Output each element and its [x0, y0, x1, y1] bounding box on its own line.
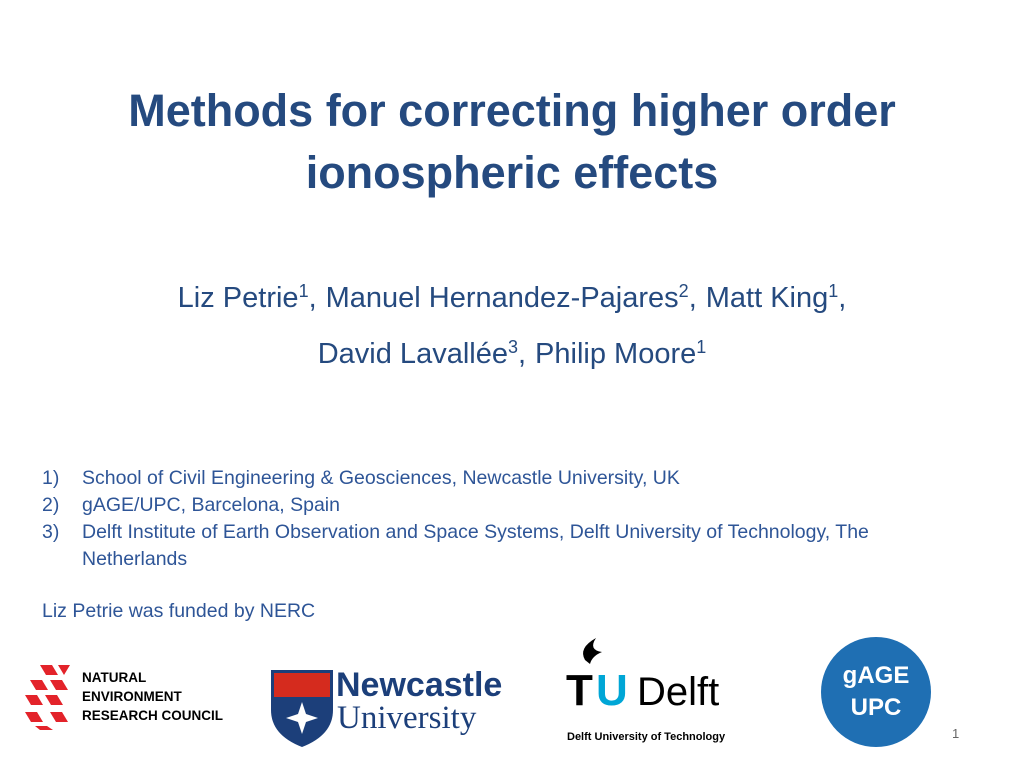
tu-letter: U: [596, 666, 628, 715]
author-name: Philip Moore: [535, 338, 697, 370]
author-name: David Lavallée: [317, 338, 508, 370]
gage-logo: gAGE UPC: [821, 637, 931, 747]
gage-text: UPC: [851, 694, 902, 721]
funding-note: Liz Petrie was funded by NERC: [42, 600, 316, 622]
affiliation-marker: 2): [42, 494, 60, 516]
separator: ,: [517, 338, 527, 370]
page-number: 1: [952, 726, 960, 741]
affiliation-ref: 3: [507, 337, 518, 357]
tudelft-logo: T U Delft Delft University of Technology: [566, 638, 726, 743]
author-line: Liz Petrie1, Manuel Hernandez-Pajares2, Ma…: [40, 270, 984, 326]
author: Philip Moore1: [535, 338, 706, 370]
affiliation-ref: 1: [298, 281, 309, 301]
author: Liz Petrie1,: [178, 282, 317, 314]
affiliation-marker: 1): [42, 467, 60, 489]
newcastle-logo: Newcastle University: [271, 666, 502, 747]
author-name: Matt King: [705, 282, 829, 314]
affiliation: 3) Delft Institute of Earth Observation a…: [42, 519, 972, 573]
affiliation-text: gAGE/UPC, Barcelona, Spain: [82, 494, 340, 516]
affiliation: 2) gAGE/UPC, Barcelona, Spain: [42, 492, 972, 519]
gage-text: gAGE: [843, 662, 910, 689]
tu-word: Delft: [637, 670, 719, 714]
tu-letter: T: [566, 666, 593, 715]
separator: ,: [308, 282, 317, 314]
affiliation-ref: 1: [696, 337, 707, 357]
nerc-text: RESEARCH COUNCIL: [82, 708, 223, 723]
affiliation-marker: 3): [42, 521, 60, 543]
affiliation: 1) School of Civil Engineering & Geoscien…: [42, 465, 972, 492]
author: Matt King1,: [706, 282, 847, 314]
affiliation-ref: 1: [828, 281, 839, 301]
newcastle-text: Newcastle: [336, 666, 502, 704]
nerc-text: ENVIRONMENT: [82, 689, 183, 704]
author: David Lavallée3,: [318, 338, 526, 370]
author: Manuel Hernandez-Pajares2,: [326, 282, 697, 314]
author-line: David Lavallée3, Philip Moore1: [40, 326, 984, 382]
nerc-text: NATURAL: [82, 670, 146, 685]
affiliations: 1) School of Civil Engineering & Geoscien…: [42, 465, 972, 573]
nerc-logo: NATURAL ENVIRONMENT RESEARCH COUNCIL: [25, 665, 223, 730]
separator: ,: [838, 282, 847, 314]
affiliation-text: Delft Institute of Earth Observation and…: [82, 521, 869, 570]
authors: Liz Petrie1, Manuel Hernandez-Pajares2, Ma…: [40, 270, 984, 382]
separator: ,: [688, 282, 697, 314]
slide-title: Methods for correcting higher order iono…: [128, 85, 896, 198]
logos: NATURAL ENVIRONMENT RESEARCH COUNCIL New…: [25, 637, 931, 747]
author-name: Manuel Hernandez-Pajares: [325, 282, 679, 314]
newcastle-text: University: [337, 700, 477, 736]
affiliation-text: School of Civil Engineering & Geoscience…: [82, 467, 680, 489]
tu-caption: Delft University of Technology: [567, 731, 726, 743]
author-name: Liz Petrie: [177, 282, 299, 314]
affiliation-ref: 2: [678, 281, 689, 301]
